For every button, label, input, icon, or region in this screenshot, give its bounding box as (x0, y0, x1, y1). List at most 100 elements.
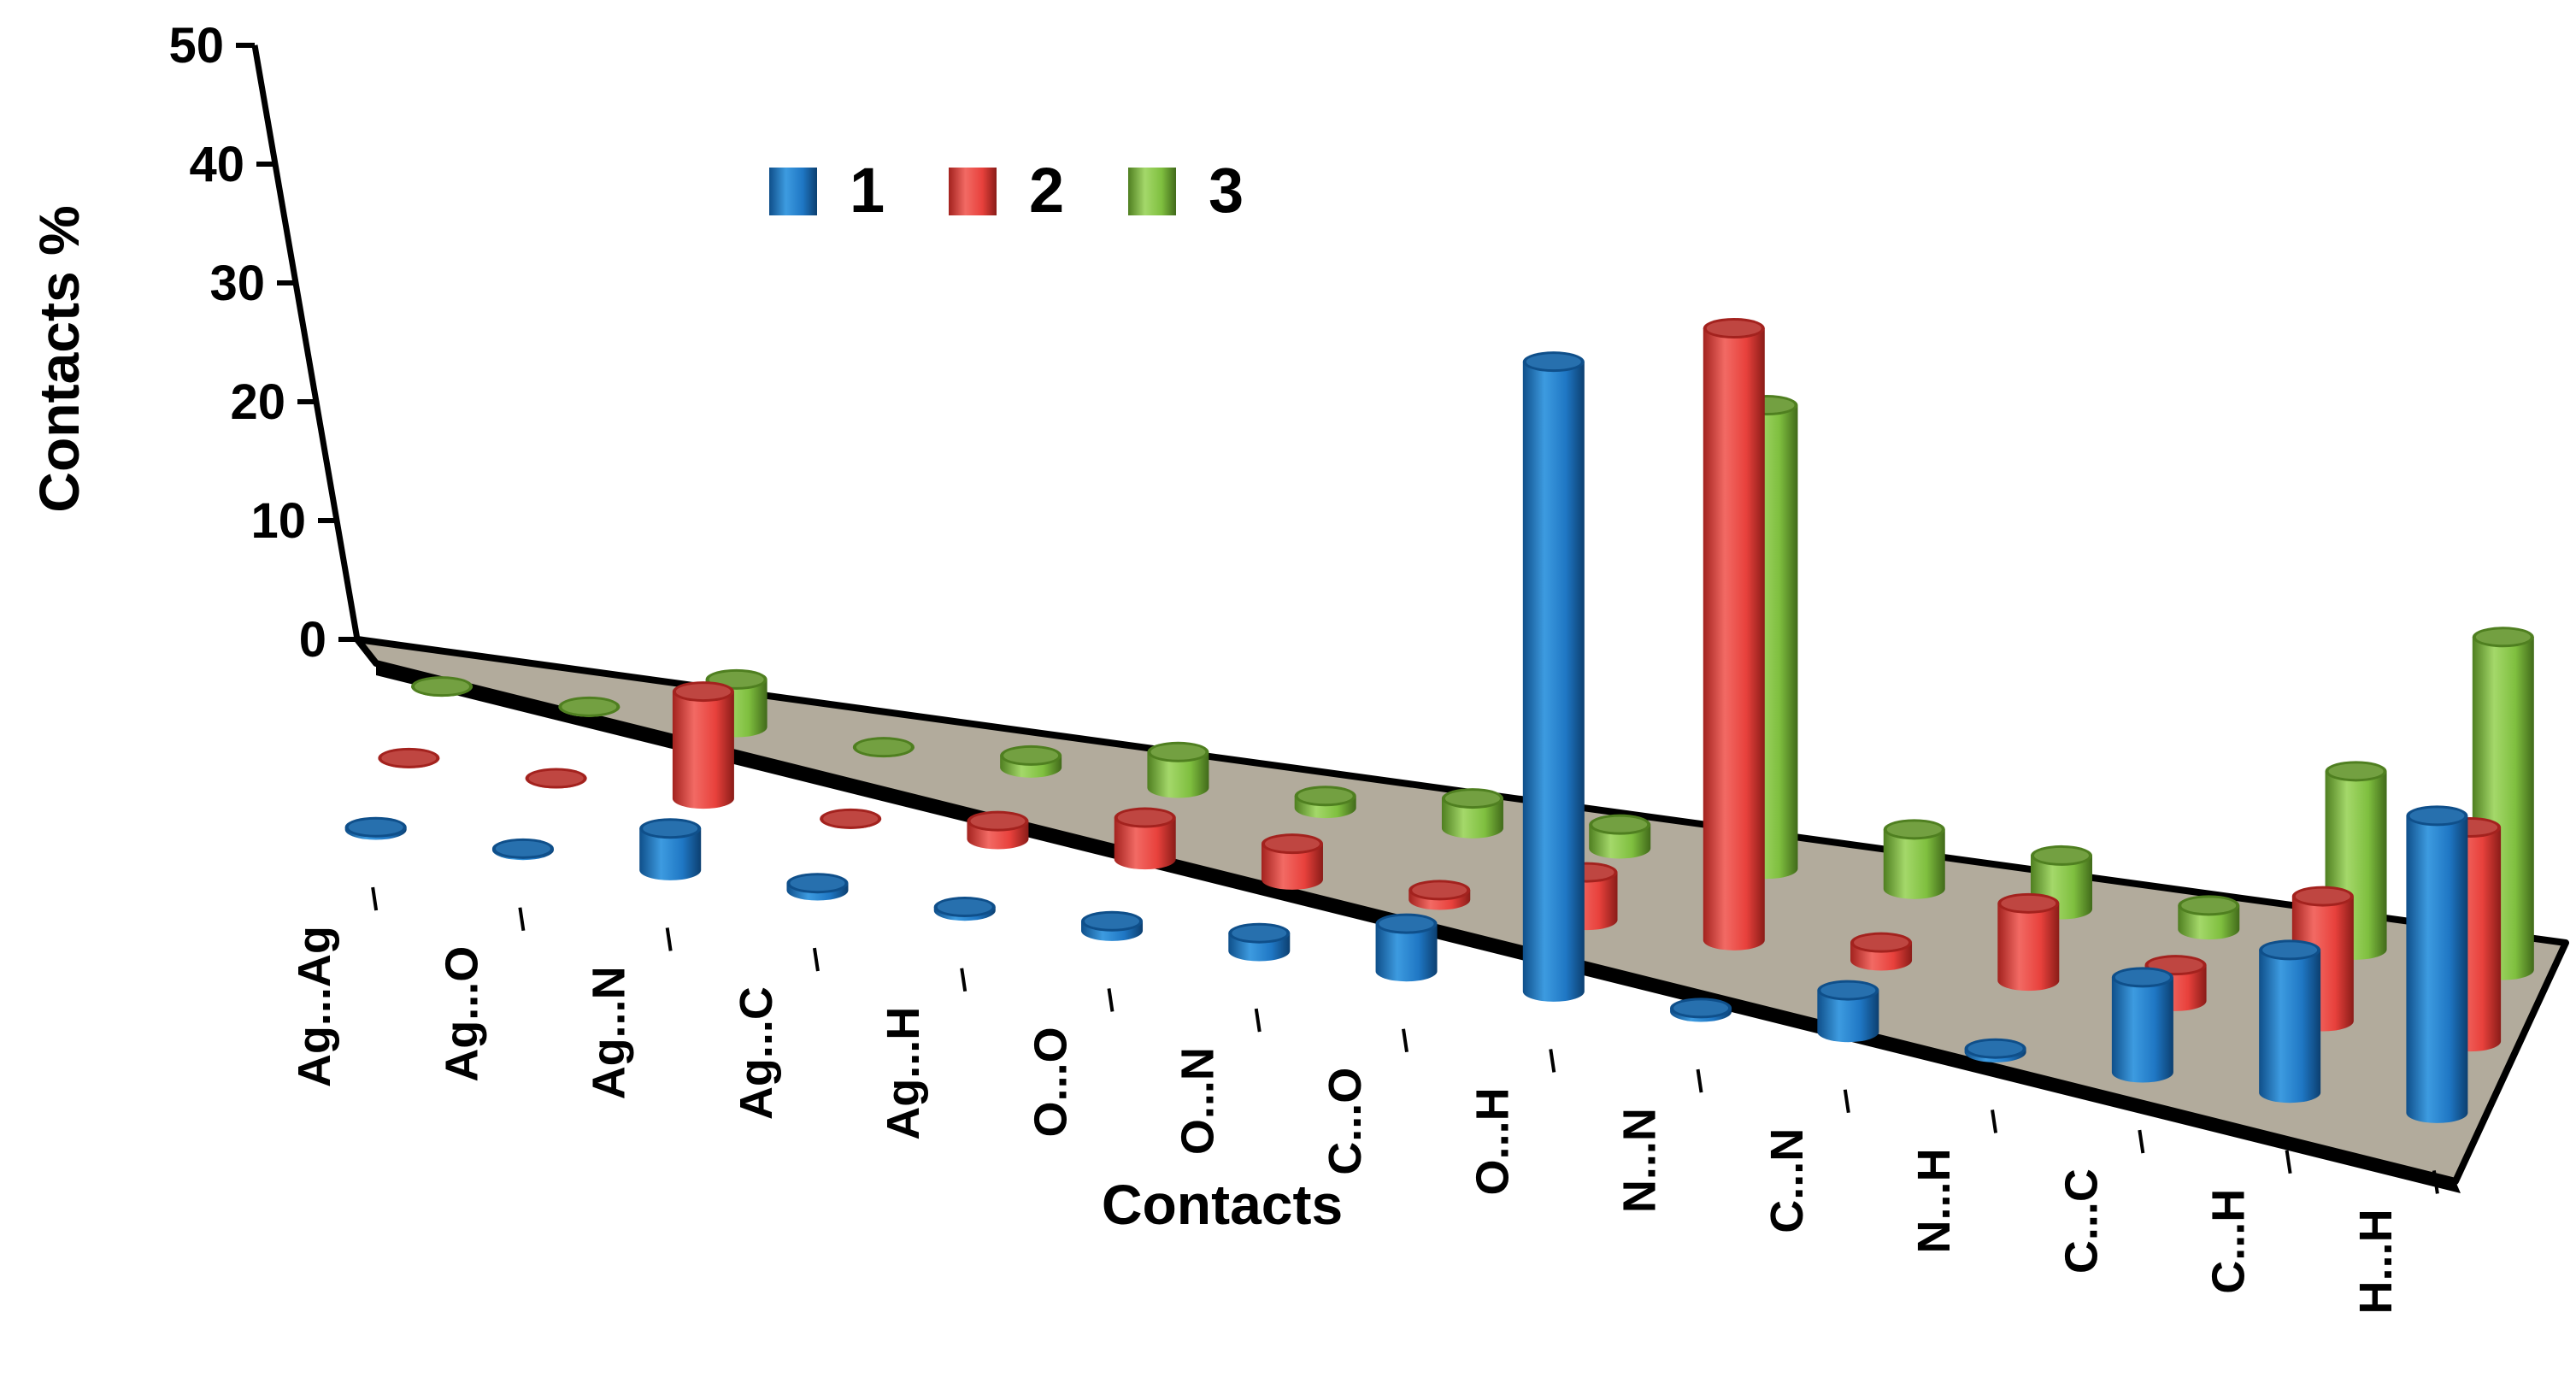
bar-s2-Ag...C (820, 808, 882, 829)
bar-top-highlight (1085, 913, 1140, 929)
bar-s1-C...H (2259, 939, 2321, 1104)
bar-top-highlight (2114, 969, 2170, 986)
x-tick-mark (1107, 988, 1115, 1012)
x-tick-mark (1254, 1008, 1262, 1033)
bar-body (2406, 815, 2468, 1123)
bar-top (1850, 932, 1913, 953)
bar-s3-Ag...H (1000, 745, 1062, 778)
bar-top-highlight (856, 739, 911, 756)
bar-top (1441, 788, 1503, 809)
y-axis-line (251, 44, 361, 640)
bar-s2-Ag...N (672, 681, 734, 809)
bar-top-highlight (1820, 982, 1876, 998)
legend-label: 3 (1209, 155, 1244, 226)
bar-top-highlight (381, 750, 437, 766)
bar-top-highlight (970, 813, 1026, 829)
bar-s2-C...N (1850, 932, 1913, 971)
bar-top (2406, 805, 2468, 827)
bar-top (344, 816, 407, 838)
bar-body (1375, 923, 1438, 982)
x-tick-label: Ag...O (436, 946, 487, 1082)
bar-top-highlight (1444, 791, 1500, 807)
x-tick-mark (1549, 1049, 1556, 1073)
bar-s2-O...N (1261, 833, 1323, 890)
bar-body (1703, 328, 1765, 951)
bar-top (2259, 939, 2321, 961)
x-tick-label: N...N (1614, 1108, 1666, 1213)
x-tick-mark (1696, 1068, 1703, 1093)
bar-top (2472, 627, 2534, 648)
bar-top (2031, 845, 2093, 866)
bar-top (558, 696, 620, 717)
x-tick-label: H...H (2350, 1209, 2402, 1314)
bar-s2-Ag...H (967, 810, 1029, 850)
legend-item-2: 2 (949, 155, 1064, 226)
x-tick-mark (2432, 1170, 2439, 1194)
bar-s1-O...O (1081, 910, 1144, 941)
x-tick-mark (2285, 1150, 2292, 1174)
bar-top-highlight (1592, 816, 1648, 833)
bar-top-highlight (1967, 1040, 2023, 1056)
bar-top (2178, 895, 2240, 916)
bar-s3-C...N (1883, 819, 1945, 899)
bar-top (378, 747, 440, 768)
bar-top (852, 737, 915, 758)
bar-s2-Ag...O (525, 768, 587, 789)
bar-top (2291, 886, 2354, 907)
bar-top-highlight (1232, 925, 1287, 941)
bar-s2-O...O (1114, 807, 1176, 870)
bar-body (1883, 829, 1945, 899)
bar-top (820, 808, 882, 829)
bar-top (1114, 807, 1176, 828)
y-tick-label: 50 (168, 18, 224, 74)
bar-body (1997, 903, 2060, 992)
bar-top-highlight (495, 840, 550, 856)
bar-top-highlight (562, 698, 617, 715)
bar-top-highlight (1150, 744, 1206, 760)
bar-top (491, 838, 554, 859)
bar-top-highlight (1412, 882, 1467, 898)
bar-s1-Ag...H (933, 897, 996, 921)
bar-body (1441, 798, 1503, 839)
bar-s1-H...H (2406, 805, 2468, 1123)
bar-top-highlight (2409, 808, 2465, 824)
y-axis (236, 43, 361, 642)
bar-top (1589, 814, 1651, 835)
x-tick-mark (2138, 1129, 2145, 1154)
bar-top-highlight (2262, 942, 2318, 958)
legend-swatch (949, 168, 997, 215)
bar-top (672, 681, 734, 703)
y-tick-label: 30 (209, 256, 265, 311)
y-tick-label: 40 (189, 137, 244, 192)
bar-top (1081, 910, 1144, 932)
bar-s1-O...N (1228, 922, 1291, 962)
bar-body (1261, 844, 1323, 890)
x-tick-mark (371, 886, 379, 911)
bar-s1-Ag...C (786, 873, 849, 901)
x-axis-title: Contacts (1102, 1173, 1343, 1236)
bar-s3-Ag...O (558, 696, 620, 717)
bar-s3-C...C (2178, 895, 2240, 940)
bar-top-highlight (643, 821, 698, 837)
y-axis-title: Contacts % (27, 205, 91, 512)
bar-body (1522, 362, 1585, 1002)
bar-top (1147, 741, 1209, 762)
bar-top-highlight (1379, 915, 1434, 932)
bar-s1-C...N (1817, 980, 1879, 1043)
bar-top-highlight (709, 671, 764, 687)
y-tick-label: 0 (299, 612, 326, 668)
bar-top-highlight (2001, 895, 2056, 911)
bar-top (1294, 786, 1356, 807)
bar-body (639, 828, 702, 880)
bar-top (1997, 892, 2060, 914)
bar-s3-Ag...C (852, 737, 915, 758)
bar-top-highlight (528, 770, 584, 786)
bar-s2-Ag...Ag (378, 747, 440, 768)
bar-body (672, 692, 734, 809)
x-tick-label: C...O (1320, 1068, 1371, 1175)
bar-top (2325, 761, 2387, 782)
legend-label: 2 (1029, 155, 1064, 226)
x-tick-label: C...N (1761, 1128, 1813, 1233)
bar-top (1522, 351, 1585, 373)
bar-top (1228, 922, 1291, 944)
